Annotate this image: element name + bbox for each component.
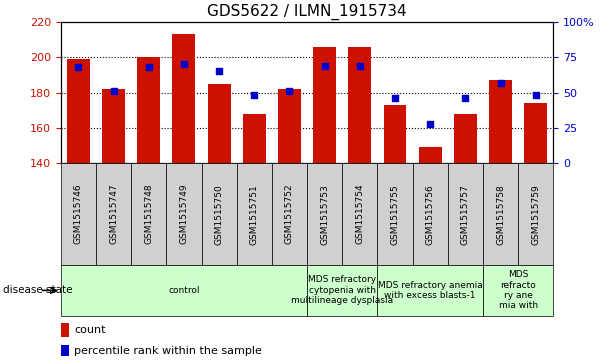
Bar — [137, 57, 160, 163]
Bar — [454, 114, 477, 163]
Bar — [413, 163, 447, 265]
Bar — [378, 163, 413, 265]
Bar — [237, 163, 272, 265]
Bar — [61, 265, 307, 316]
Text: control: control — [168, 286, 199, 295]
Text: GSM1515753: GSM1515753 — [320, 184, 329, 245]
Point — [460, 95, 470, 101]
Text: GSM1515749: GSM1515749 — [179, 184, 188, 245]
Text: GSM1515746: GSM1515746 — [74, 184, 83, 245]
Bar — [447, 163, 483, 265]
Bar — [313, 46, 336, 163]
Bar — [61, 346, 69, 356]
Text: GSM1515758: GSM1515758 — [496, 184, 505, 245]
Bar — [518, 163, 553, 265]
Bar — [272, 163, 307, 265]
Point — [390, 95, 400, 101]
Text: GSM1515752: GSM1515752 — [285, 184, 294, 245]
Text: GSM1515756: GSM1515756 — [426, 184, 435, 245]
Point — [249, 93, 259, 98]
Text: MDS refractory anemia
with excess blasts-1: MDS refractory anemia with excess blasts… — [378, 281, 483, 300]
Text: MDS refractory
cytopenia with
multilineage dysplasia: MDS refractory cytopenia with multilinea… — [291, 276, 393, 305]
Bar — [342, 163, 378, 265]
Point — [74, 64, 83, 70]
Text: GSM1515759: GSM1515759 — [531, 184, 540, 245]
Text: GSM1515755: GSM1515755 — [390, 184, 399, 245]
Bar — [201, 163, 237, 265]
Text: GSM1515747: GSM1515747 — [109, 184, 118, 245]
Bar — [483, 265, 553, 316]
Bar — [243, 114, 266, 163]
Text: GSM1515748: GSM1515748 — [144, 184, 153, 245]
Point — [144, 64, 154, 70]
Bar — [348, 46, 371, 163]
Point — [496, 80, 505, 86]
Bar — [61, 323, 69, 338]
Bar — [278, 89, 301, 163]
Text: count: count — [74, 325, 106, 335]
Point — [425, 121, 435, 127]
Bar — [208, 84, 230, 163]
Bar — [131, 163, 167, 265]
Bar — [102, 89, 125, 163]
Text: GSM1515750: GSM1515750 — [215, 184, 224, 245]
Bar — [384, 105, 406, 163]
Bar — [307, 265, 378, 316]
Text: MDS
refracto
ry ane
mia with: MDS refracto ry ane mia with — [499, 270, 537, 310]
Text: GSM1515751: GSM1515751 — [250, 184, 259, 245]
Point — [355, 63, 365, 69]
Bar — [419, 147, 441, 163]
Text: GSM1515754: GSM1515754 — [355, 184, 364, 245]
Title: GDS5622 / ILMN_1915734: GDS5622 / ILMN_1915734 — [207, 4, 407, 20]
Point — [531, 93, 541, 98]
Text: disease state: disease state — [3, 285, 72, 295]
Bar — [67, 59, 90, 163]
Point — [214, 69, 224, 74]
Bar — [489, 80, 512, 163]
Point — [285, 88, 294, 94]
Bar — [61, 163, 96, 265]
Bar — [167, 163, 201, 265]
Text: GSM1515757: GSM1515757 — [461, 184, 470, 245]
Point — [179, 61, 188, 67]
Bar — [524, 103, 547, 163]
Bar — [173, 34, 195, 163]
Bar — [483, 163, 518, 265]
Bar — [378, 265, 483, 316]
Bar — [96, 163, 131, 265]
Text: percentile rank within the sample: percentile rank within the sample — [74, 346, 262, 356]
Point — [109, 88, 119, 94]
Bar — [307, 163, 342, 265]
Point — [320, 63, 330, 69]
